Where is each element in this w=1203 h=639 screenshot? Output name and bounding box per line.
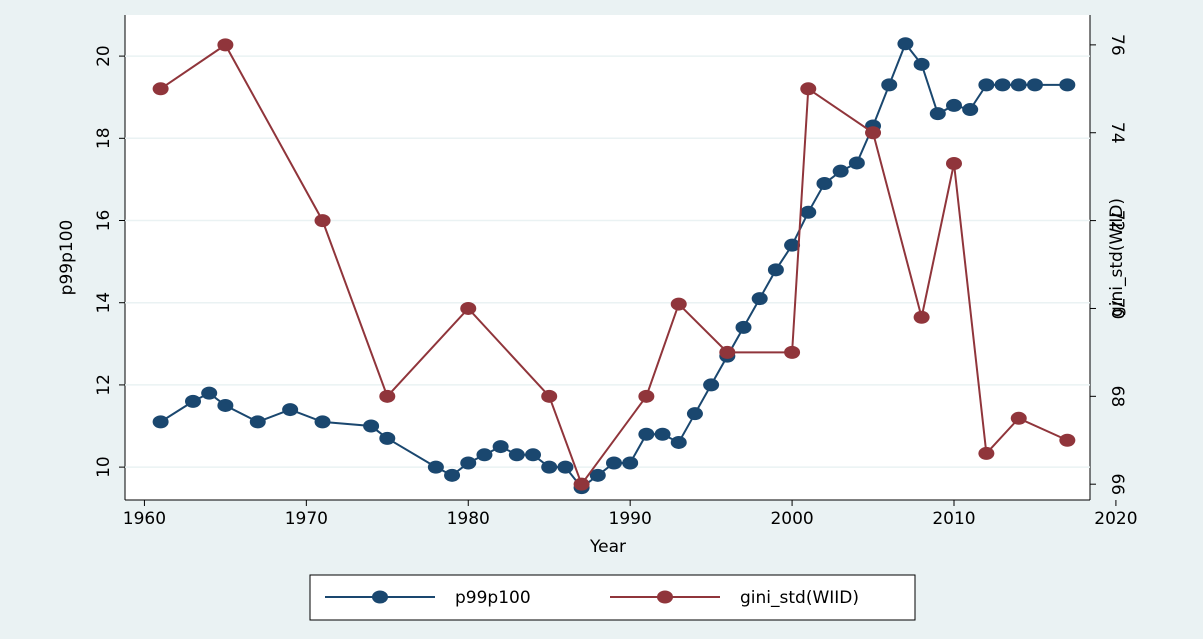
data-point [201,386,218,400]
data-point [1059,78,1076,92]
data-point [670,435,687,449]
data-point [282,403,299,417]
data-point [767,263,784,277]
data-point [605,456,622,470]
data-point [784,238,801,252]
data-point [444,468,461,482]
data-point [492,440,509,454]
data-point [622,456,639,470]
data-point [1010,78,1027,92]
data-point [686,407,703,421]
data-point [217,38,234,52]
data-point [541,389,558,403]
y-tick-label: 16 [94,210,114,232]
y2-tick-label: 76 [1107,34,1127,56]
data-point [460,301,477,315]
data-point [913,310,930,324]
data-point [573,477,590,491]
data-point [152,82,169,96]
x-tick-label: 2010 [932,509,975,529]
data-point [784,345,801,359]
data-point [800,205,817,219]
y-axis-title: p99p100 [57,220,77,296]
data-point [800,82,817,96]
data-point [427,460,444,474]
y-tick-label: 18 [94,127,114,149]
data-point [217,398,234,412]
data-point [703,378,720,392]
data-point [460,456,477,470]
x-tick-label: 1980 [447,509,490,529]
y2-tick-label: 66 [1107,473,1127,495]
legend-label: p99p100 [455,588,531,608]
data-point [751,292,768,306]
data-point [994,78,1011,92]
data-point [314,214,331,228]
legend-marker [372,590,388,604]
data-point [1059,433,1076,447]
plot-area [125,15,1090,500]
x-tick-label: 2000 [770,509,813,529]
x-tick-label: 1990 [609,509,652,529]
data-point [379,431,396,445]
data-point [897,37,914,51]
data-point [962,103,979,117]
data-point [541,460,558,474]
data-point [832,164,849,178]
legend-marker [657,590,673,604]
data-point [1026,78,1043,92]
data-point [185,394,202,408]
data-point [945,98,962,112]
data-point [848,156,865,170]
data-point [476,448,493,462]
data-point [314,415,331,429]
data-point [363,419,380,433]
y2-axis-title: gini_std(WIID) [1107,198,1127,317]
y-tick-label: 20 [94,45,114,67]
x-tick-label: 1970 [285,509,328,529]
data-point [816,177,833,191]
legend-label: gini_std(WIID) [740,588,859,608]
y-tick-label: 12 [94,374,114,396]
x-axis-title: Year [589,537,626,557]
series-line [160,43,1068,487]
data-point [865,126,882,140]
data-point [978,446,995,460]
data-point [557,460,574,474]
data-point [249,415,266,429]
data-point [589,468,606,482]
data-point [670,297,687,311]
y-tick-label: 10 [94,456,114,478]
data-point [913,57,930,71]
data-point [379,389,396,403]
y-tick-label: 14 [94,292,114,314]
data-point [978,78,995,92]
y2-tick-label: 68 [1107,386,1127,408]
y2-tick-label: 74 [1107,122,1127,144]
data-point [945,156,962,170]
x-tick-label: 1960 [123,509,166,529]
data-point [508,448,525,462]
data-point [152,415,169,429]
data-point [929,107,946,121]
y2-tick-label: 70 [1107,298,1127,320]
data-point [654,427,671,441]
data-point [638,427,655,441]
data-point [638,389,655,403]
data-point [1010,411,1027,425]
x-tick-label: 2020 [1094,509,1137,529]
data-point [719,345,736,359]
y2-tick-label: 72 [1107,210,1127,232]
data-point [735,320,752,334]
data-point [525,448,542,462]
data-point [881,78,898,92]
